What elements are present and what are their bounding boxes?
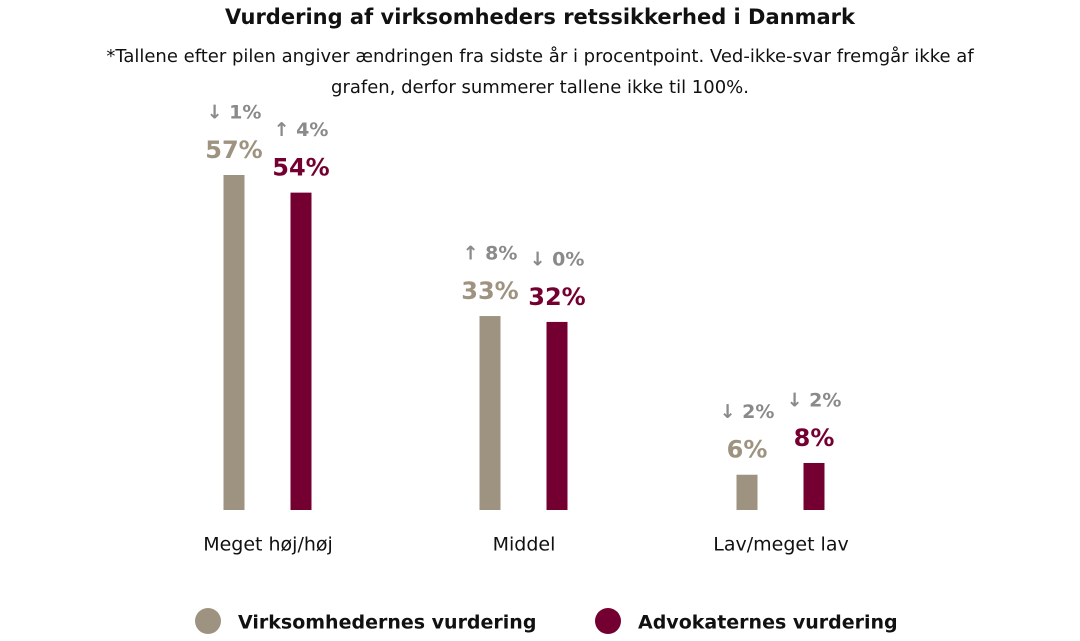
value-label: 6% — [727, 436, 768, 464]
x-tick-label: Meget høj/høj — [203, 534, 333, 556]
value-label: 54% — [272, 154, 329, 182]
chart-title: Vurdering af virksomheders retssikkerhed… — [225, 5, 856, 29]
x-tick-label: Middel — [493, 534, 556, 556]
legend-label: Advokaternes vurdering — [638, 612, 898, 634]
x-tick-label: Lav/meget lav — [713, 534, 848, 556]
bar — [546, 321, 568, 510]
bar — [479, 316, 501, 510]
chart-subtitle: *Tallene efter pilen angiver ændringen f… — [106, 46, 974, 67]
change-label: ↓ 0% — [530, 248, 585, 270]
change-label: ↑ 4% — [274, 119, 329, 141]
bar — [803, 462, 825, 510]
legend-marker — [595, 608, 621, 634]
value-label: 8% — [794, 424, 835, 452]
legend-label: Virksomhedernes vurdering — [238, 612, 536, 634]
change-label: ↓ 2% — [720, 401, 775, 423]
change-label: ↓ 1% — [207, 102, 262, 124]
legend-marker — [195, 608, 221, 634]
value-label: 57% — [205, 136, 262, 164]
value-label: 33% — [461, 277, 518, 305]
bar — [736, 474, 758, 510]
change-label: ↑ 8% — [463, 243, 518, 265]
bar — [290, 192, 312, 510]
bar — [223, 175, 245, 510]
change-label: ↓ 2% — [787, 389, 842, 411]
value-label: 32% — [528, 283, 585, 311]
chart-subtitle: grafen, derfor summerer tallene ikke til… — [331, 77, 749, 98]
